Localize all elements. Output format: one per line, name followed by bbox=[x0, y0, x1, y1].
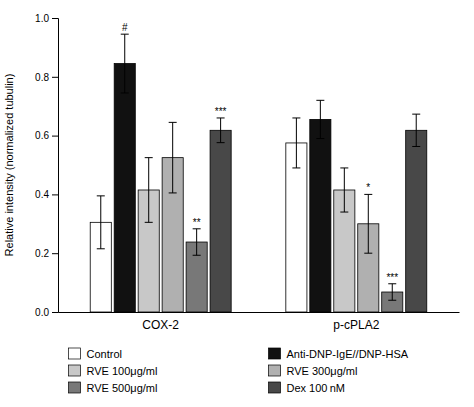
error-bar bbox=[97, 196, 105, 249]
legend-swatch bbox=[269, 382, 281, 393]
y-tick-label: 1.0 bbox=[35, 13, 49, 24]
legend: Control Anti-DNP-IgE//DNP-HSA RVE 100μg/ml… bbox=[69, 348, 409, 394]
error-bar bbox=[388, 284, 396, 300]
y-tick: 0.2 bbox=[35, 248, 58, 259]
legend-swatch bbox=[69, 382, 81, 393]
legend-swatch bbox=[69, 365, 81, 376]
y-tick: 0.0 bbox=[35, 307, 58, 318]
bar bbox=[406, 130, 427, 312]
y-axis: 0.0 0.2 0.4 0.6 0.8 1.0 bbox=[35, 13, 58, 318]
y-tick-label: 0.0 bbox=[35, 307, 49, 318]
y-tick-label: 0.8 bbox=[35, 72, 49, 83]
y-tick-label: 0.4 bbox=[35, 189, 49, 200]
legend-item: Control bbox=[69, 348, 122, 360]
error-bar bbox=[340, 168, 348, 212]
x-tick: p-cPLA2 bbox=[333, 312, 379, 332]
y-tick-mark bbox=[52, 77, 58, 78]
error-bar bbox=[169, 122, 177, 193]
plot: 0.0 0.2 0.4 0.6 0.8 1.0 COX-2 p-cPLA2 Relative i… bbox=[3, 13, 460, 332]
x-tick-label: p-cPLA2 bbox=[333, 318, 379, 332]
y-tick: 1.0 bbox=[35, 13, 58, 24]
x-tick-label: COX-2 bbox=[142, 318, 179, 332]
error-bar bbox=[145, 158, 153, 223]
y-tick-mark bbox=[52, 194, 58, 195]
chart: 0.0 0.2 0.4 0.6 0.8 1.0 COX-2 p-cPLA2 Relative i… bbox=[0, 0, 474, 407]
x-axis-line bbox=[59, 312, 460, 313]
y-tick: 0.6 bbox=[35, 130, 58, 141]
legend-label: RVE 100μg/ml bbox=[87, 365, 158, 377]
y-tick-mark bbox=[52, 253, 58, 254]
legend-label: Control bbox=[87, 348, 122, 360]
legend-label: Dex 100 nM bbox=[287, 382, 345, 394]
legend-item: Dex 100 nM bbox=[269, 382, 345, 394]
legend-label: RVE 300μg/ml bbox=[287, 365, 358, 377]
legend-label: Anti-DNP-IgE//DNP-HSA bbox=[287, 348, 409, 360]
error-bar bbox=[217, 118, 225, 143]
legend-swatch bbox=[269, 365, 281, 376]
y-tick-mark bbox=[52, 18, 58, 19]
y-tick-label: 0.2 bbox=[35, 248, 49, 259]
y-tick: 0.8 bbox=[35, 72, 58, 83]
annotation: ** bbox=[193, 217, 201, 228]
error-bar bbox=[364, 194, 372, 253]
y-tick-mark bbox=[52, 136, 58, 137]
annotation: # bbox=[122, 22, 128, 33]
legend-item: RVE 500μg/ml bbox=[69, 382, 158, 394]
legend-item: RVE 300μg/ml bbox=[269, 365, 358, 377]
annotation: * bbox=[366, 182, 370, 193]
bar bbox=[210, 130, 231, 312]
legend-item: Anti-DNP-IgE//DNP-HSA bbox=[269, 348, 409, 360]
error-bar bbox=[292, 118, 300, 168]
bar bbox=[114, 64, 135, 312]
x-axis: COX-2 p-cPLA2 bbox=[59, 312, 460, 332]
error-bar bbox=[121, 34, 129, 93]
error-bar bbox=[316, 100, 324, 138]
y-tick-mark bbox=[52, 312, 58, 313]
annotations: #********* bbox=[122, 22, 398, 283]
legend-swatch bbox=[269, 348, 281, 359]
annotation: *** bbox=[215, 106, 227, 117]
bars bbox=[90, 34, 427, 312]
annotation: *** bbox=[386, 272, 398, 283]
y-axis-line bbox=[52, 19, 59, 313]
x-tick: COX-2 bbox=[142, 312, 179, 332]
y-axis-title: Relative intensity (normalized tubulin) bbox=[3, 74, 15, 257]
y-tick: 0.4 bbox=[35, 189, 58, 200]
error-bar bbox=[412, 114, 420, 146]
bar bbox=[310, 119, 331, 312]
error-bar bbox=[193, 229, 201, 255]
legend-item: RVE 100μg/ml bbox=[69, 365, 158, 377]
y-tick-label: 0.6 bbox=[35, 130, 49, 141]
legend-swatch bbox=[69, 348, 81, 359]
legend-label: RVE 500μg/ml bbox=[87, 382, 158, 394]
